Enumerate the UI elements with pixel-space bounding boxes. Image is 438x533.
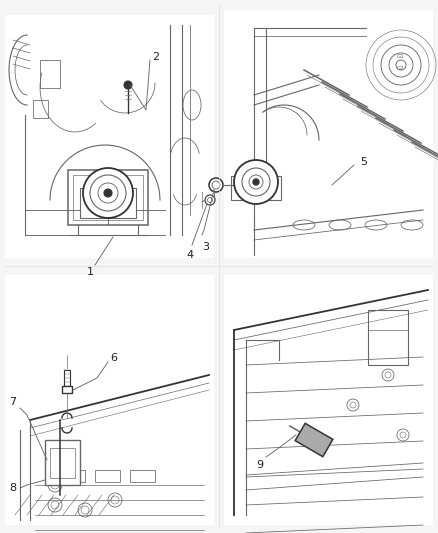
- Text: G2: G2: [397, 66, 405, 70]
- Bar: [5, 275, 214, 525]
- Bar: [368, 310, 408, 365]
- Circle shape: [234, 160, 278, 204]
- Text: 4: 4: [187, 250, 194, 260]
- Circle shape: [253, 179, 259, 185]
- Bar: [73, 175, 143, 220]
- Text: 7: 7: [10, 397, 17, 407]
- Circle shape: [209, 178, 223, 192]
- Text: 5: 5: [360, 157, 367, 167]
- Text: 2: 2: [152, 52, 159, 62]
- Bar: [40, 60, 60, 88]
- Bar: [33, 100, 48, 118]
- Text: 6: 6: [110, 353, 117, 363]
- Bar: [62, 386, 72, 393]
- Circle shape: [124, 81, 132, 89]
- Bar: [64, 370, 70, 386]
- Text: G1: G1: [397, 54, 405, 60]
- Bar: [224, 10, 433, 258]
- Bar: [80, 188, 136, 218]
- Bar: [231, 176, 281, 200]
- Bar: [60, 470, 85, 482]
- Bar: [50, 448, 75, 478]
- Bar: [95, 470, 120, 482]
- Bar: [224, 275, 433, 525]
- Text: 9: 9: [256, 460, 264, 470]
- Text: 1: 1: [86, 267, 93, 277]
- Circle shape: [83, 168, 133, 218]
- Bar: [130, 470, 155, 482]
- Bar: [68, 170, 148, 225]
- Circle shape: [104, 189, 112, 197]
- Bar: [5, 15, 214, 258]
- Bar: [45, 440, 80, 485]
- Text: 8: 8: [10, 483, 17, 493]
- Circle shape: [205, 195, 215, 205]
- Text: 3: 3: [202, 242, 209, 252]
- Polygon shape: [295, 423, 333, 457]
